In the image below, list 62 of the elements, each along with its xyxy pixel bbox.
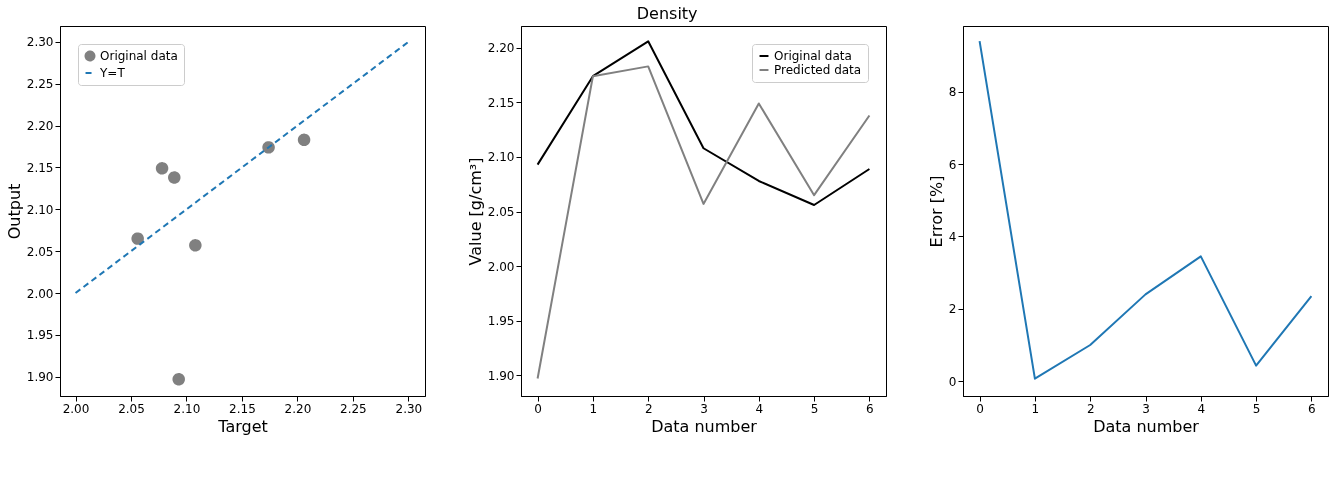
y-axis-title: Value [g/cm³] [465, 157, 485, 266]
point [168, 171, 181, 184]
x-tick-label: 2.20 [284, 401, 312, 416]
y-tick-label: 1.95 [487, 314, 515, 329]
chart-title: Density [636, 3, 698, 23]
x-axis-title: Data number [651, 416, 758, 436]
point [131, 232, 144, 245]
x-tick-label: 5 [1252, 401, 1261, 416]
legend-label: Y=T [99, 66, 126, 80]
x-tick-label: 2.05 [118, 401, 145, 416]
y-tick-label: 2.25 [26, 77, 54, 92]
y-tick-label: 2.15 [26, 160, 54, 175]
x-tick-label: 2.25 [340, 401, 367, 416]
y-tick-label: 2.20 [26, 119, 54, 134]
line-series [978, 40, 1313, 380]
x-tick-label: 1 [1031, 401, 1040, 416]
x-tick-label: 3 [700, 401, 708, 416]
legend-label: Original data [774, 49, 852, 63]
point [297, 133, 311, 147]
x-tick-label: 1 [589, 401, 598, 416]
point [172, 373, 185, 386]
x-tick-label: 4 [755, 401, 764, 416]
x-tick-label: 4 [1197, 401, 1206, 416]
y-tick-label: 2.20 [487, 41, 515, 56]
y-tick-label: 2 [948, 302, 957, 317]
x-axis-title: Target [217, 416, 268, 436]
x-tick-label: 2 [1086, 401, 1095, 416]
x-tick-label: 6 [866, 401, 874, 416]
legend-label: Predicted data [774, 63, 862, 77]
y-tick-label: 1.90 [26, 370, 54, 385]
y-tick-label: 4 [948, 230, 957, 244]
x-tick-label: 0 [534, 401, 542, 416]
x-tick-label: 2 [644, 401, 653, 416]
legend-label: Original data [100, 49, 178, 63]
x-axis-title: Data number [1093, 416, 1200, 436]
x-tick-label: 2.15 [229, 401, 256, 416]
x-tick-label: 3 [1142, 401, 1150, 416]
y-axis-title: Output [4, 183, 24, 240]
y-tick-label: 1.90 [487, 368, 515, 383]
y-tick-label: 2.05 [26, 244, 54, 259]
y-tick-label: 2.05 [487, 205, 515, 220]
x-tick-label: 5 [810, 401, 819, 416]
line-series [536, 65, 871, 380]
y-tick-label: 2.10 [26, 202, 54, 217]
point [189, 239, 202, 252]
x-tick-label: 2.00 [62, 401, 90, 416]
x-tick-label: 2.30 [395, 401, 423, 416]
line-series [536, 40, 871, 206]
x-tick-label: 2.10 [173, 401, 201, 416]
y-tick-label: 8 [948, 85, 957, 100]
y-tick-label: 6 [948, 157, 957, 172]
y-tick-label: 0 [948, 374, 957, 389]
x-tick-label: 0 [976, 401, 984, 416]
point [155, 162, 169, 175]
y-tick-label: 2.30 [26, 35, 54, 50]
y-tick-label: 1.95 [26, 328, 54, 343]
y-tick-label: 2.00 [26, 286, 54, 301]
x-tick-label: 6 [1308, 401, 1316, 416]
y-tick-label: 2.00 [487, 259, 515, 274]
y-tick-label: 2.15 [487, 95, 515, 110]
y-tick-label: 2.10 [487, 150, 515, 165]
y-axis-title: Error [%] [926, 175, 946, 248]
